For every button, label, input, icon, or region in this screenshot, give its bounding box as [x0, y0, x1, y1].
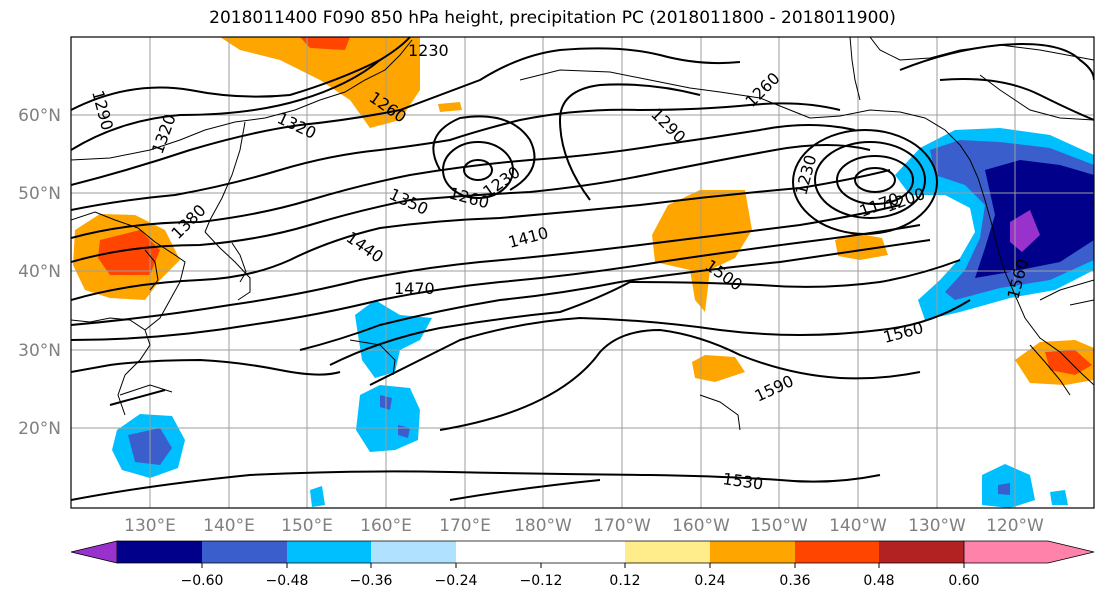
precip-anomaly-positive [835, 233, 888, 260]
colorbar-segment [795, 541, 879, 563]
map-frame [70, 36, 1095, 509]
lon-label: 130°E [124, 516, 176, 536]
lon-label: 180°W [514, 516, 572, 536]
precip-anomaly-negative [998, 483, 1010, 495]
lat-label: 40°N [18, 262, 61, 282]
colorbar-segment [710, 541, 795, 563]
lon-label: 170°W [593, 516, 651, 536]
precipitation-fills [73, 37, 1094, 508]
colorbar-segment [541, 541, 625, 563]
colorbar-segment [287, 541, 371, 563]
longitude-labels: 130°E 140°E 150°E 160°E 170°E 180°W 170°… [124, 516, 1044, 536]
colorbar-segment [456, 541, 541, 563]
colorbar-tick-label: 0.24 [694, 573, 725, 589]
lat-label: 50°N [18, 184, 61, 204]
colorbar-ticks [201, 563, 965, 568]
colorbar-tick-label: 0.12 [609, 573, 640, 589]
lon-label: 120°W [986, 516, 1044, 536]
precip-anomaly-positive [1045, 350, 1092, 375]
lon-label: 170°E [439, 516, 491, 536]
lat-label: 60°N [18, 106, 61, 126]
colorbar-left-extension [70, 540, 118, 564]
latitude-labels: 60°N 50°N 40°N 30°N 20°N [18, 106, 61, 439]
lon-label: 160°E [360, 516, 412, 536]
precip-anomaly-positive [220, 37, 420, 128]
lon-label: 150°W [750, 516, 808, 536]
colorbar-tick-label: 0.36 [779, 573, 810, 589]
colorbar-segment [202, 541, 287, 563]
lon-label: 130°W [908, 516, 966, 536]
contour-label: 1230 [408, 41, 449, 60]
precip-anomaly-positive [300, 37, 350, 50]
colorbar-segment [879, 541, 964, 563]
colorbar-tick-label: −0.36 [350, 573, 393, 589]
colorbar-tick-label: −0.48 [266, 573, 309, 589]
precip-anomaly-positive [692, 355, 745, 382]
precip-anomaly-negative [310, 486, 325, 507]
colorbar-segment [117, 541, 202, 563]
colorbar-segment [625, 541, 710, 563]
contour-label: 1470 [394, 279, 435, 298]
precip-anomaly-negative [356, 385, 420, 452]
lon-label: 140°E [203, 516, 255, 536]
lon-label: 160°W [672, 516, 730, 536]
colorbar-tick-label: −0.24 [435, 573, 478, 589]
lat-label: 30°N [18, 341, 61, 361]
precip-anomaly-positive [98, 230, 160, 275]
lat-label: 20°N [18, 419, 61, 439]
precip-anomaly-negative [1010, 210, 1040, 252]
colorbar-tick-label: 0.48 [863, 573, 894, 589]
lon-label: 140°W [829, 516, 887, 536]
lon-label: 150°E [281, 516, 333, 536]
coastlines [71, 37, 1094, 431]
height-contours [71, 37, 1094, 501]
precip-anomaly-negative [1050, 490, 1068, 505]
colorbar: −0.60 −0.48 −0.36 −0.24 −0.12 0.12 0.24 … [70, 540, 1095, 589]
precip-anomaly-positive [652, 190, 752, 312]
colorbar-segment [371, 541, 456, 563]
colorbar-tick-label: −0.60 [181, 573, 224, 589]
precip-anomaly-negative [975, 160, 1094, 278]
colorbar-tick-label: −0.12 [520, 573, 563, 589]
colorbar-tick-label: 0.60 [948, 573, 979, 589]
colorbar-right-extension [963, 540, 1095, 564]
map-title: 2018011400 F090 850 hPa height, precipit… [209, 8, 896, 28]
precip-anomaly-positive [438, 102, 462, 112]
